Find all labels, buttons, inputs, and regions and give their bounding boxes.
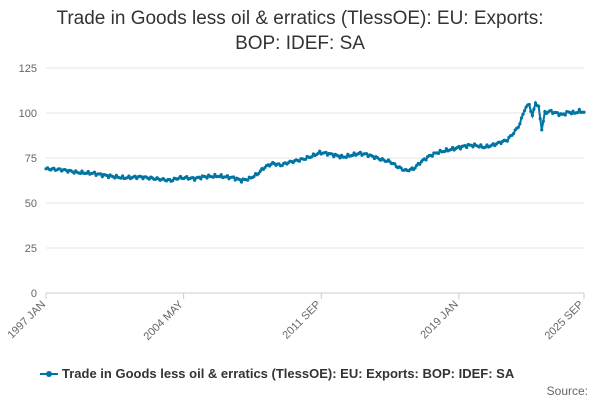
data-point[interactable] [121, 174, 125, 178]
x-tick-label: 2011 SEP [280, 299, 323, 342]
data-point[interactable] [430, 154, 434, 158]
x-tick-label: 2019 JAN [418, 299, 461, 342]
data-point[interactable] [465, 145, 469, 150]
data-point[interactable] [232, 175, 236, 179]
data-point[interactable] [532, 107, 536, 111]
data-point[interactable] [451, 145, 455, 150]
data-point[interactable] [185, 174, 189, 179]
data-point[interactable] [252, 174, 256, 179]
source-label: Source: [546, 384, 588, 398]
data-point[interactable] [563, 113, 567, 117]
data-point[interactable] [324, 150, 328, 154]
data-point[interactable] [171, 179, 175, 183]
data-point[interactable] [338, 156, 342, 160]
data-point[interactable] [519, 116, 524, 120]
data-point[interactable] [538, 117, 542, 121]
data-point[interactable] [72, 171, 76, 175]
data-point[interactable] [127, 174, 131, 178]
data-point[interactable] [99, 172, 103, 176]
data-point[interactable] [516, 125, 520, 129]
data-point[interactable] [527, 102, 531, 107]
data-point[interactable] [569, 112, 574, 116]
data-point[interactable] [512, 131, 516, 136]
data-point[interactable] [457, 144, 461, 149]
data-point[interactable] [238, 178, 242, 182]
y-tick-label: 75 [25, 153, 37, 165]
data-point[interactable] [582, 110, 586, 114]
data-point[interactable] [540, 128, 544, 132]
y-tick-label: 25 [25, 243, 37, 255]
data-point[interactable] [304, 157, 308, 161]
data-point[interactable] [505, 139, 509, 143]
data-point[interactable] [549, 108, 553, 113]
x-tick-label: 2025 SEP [543, 299, 587, 343]
data-point[interactable] [537, 104, 541, 108]
data-point[interactable] [350, 153, 355, 157]
data-point[interactable] [424, 158, 428, 162]
data-point[interactable] [191, 176, 195, 180]
data-point[interactable] [522, 108, 527, 113]
series-group [44, 100, 586, 184]
data-point[interactable] [541, 119, 545, 123]
data-point[interactable] [211, 175, 215, 179]
data-point[interactable] [106, 176, 111, 180]
data-point[interactable] [297, 159, 301, 163]
chart-title: Trade in Goods less oil & erratics (Tles… [0, 6, 600, 56]
data-point[interactable] [529, 109, 533, 113]
data-point[interactable] [199, 177, 203, 181]
chart-title-line-1: Trade in Goods less oil & erratics (Tles… [56, 8, 544, 29]
data-point[interactable] [521, 112, 525, 116]
data-point[interactable] [239, 180, 244, 184]
data-point[interactable] [310, 155, 314, 159]
x-axis: 1997 JAN 2004 MAY 2011 SEP 2019 JAN 2025 SEP [5, 293, 586, 343]
data-point[interactable] [458, 147, 463, 151]
data-point[interactable] [133, 174, 137, 178]
data-point[interactable] [413, 166, 417, 170]
data-point[interactable] [479, 143, 483, 147]
y-axis: 0 25 50 75 100 125 [19, 63, 37, 300]
data-point[interactable] [365, 152, 369, 156]
data-point[interactable] [393, 162, 397, 166]
data-point[interactable] [443, 149, 447, 154]
data-point[interactable] [418, 162, 422, 166]
y-tick-label: 0 [31, 288, 37, 300]
y-tick-label: 125 [19, 63, 37, 75]
x-tick-label: 2004 MAY [142, 298, 187, 343]
data-point[interactable] [530, 113, 534, 118]
data-point[interactable] [436, 151, 441, 155]
data-point[interactable] [332, 155, 336, 159]
y-tick-label: 100 [19, 108, 37, 120]
data-point[interactable] [518, 122, 522, 126]
legend-swatch-icon [40, 369, 58, 379]
data-point[interactable] [330, 152, 334, 156]
data-point[interactable] [352, 151, 356, 155]
data-point[interactable] [358, 150, 362, 155]
data-point[interactable] [258, 169, 262, 173]
data-point[interactable] [219, 173, 223, 177]
data-point[interactable] [577, 107, 581, 112]
data-point[interactable] [92, 170, 97, 174]
data-point[interactable] [86, 169, 90, 174]
data-point[interactable] [576, 110, 580, 115]
data-point[interactable] [318, 149, 322, 153]
data-point[interactable] [344, 155, 348, 159]
y-tick-label: 50 [25, 198, 37, 210]
legend-label: Trade in Goods less oil & erratics (Tles… [62, 366, 515, 381]
data-point[interactable] [113, 176, 117, 180]
legend[interactable]: Trade in Goods less oil & erratics (Tles… [40, 366, 580, 381]
chart-title-line-2: BOP: IDEF: SA [235, 33, 365, 54]
data-point[interactable] [533, 101, 538, 105]
data-point[interactable] [225, 174, 230, 178]
data-point[interactable] [205, 176, 209, 180]
data-point[interactable] [78, 171, 83, 175]
data-point[interactable] [471, 145, 475, 149]
data-point[interactable] [555, 111, 560, 115]
gridlines [46, 67, 584, 294]
data-point[interactable] [246, 178, 250, 182]
x-tick-label: 1997 JAN [5, 299, 48, 342]
